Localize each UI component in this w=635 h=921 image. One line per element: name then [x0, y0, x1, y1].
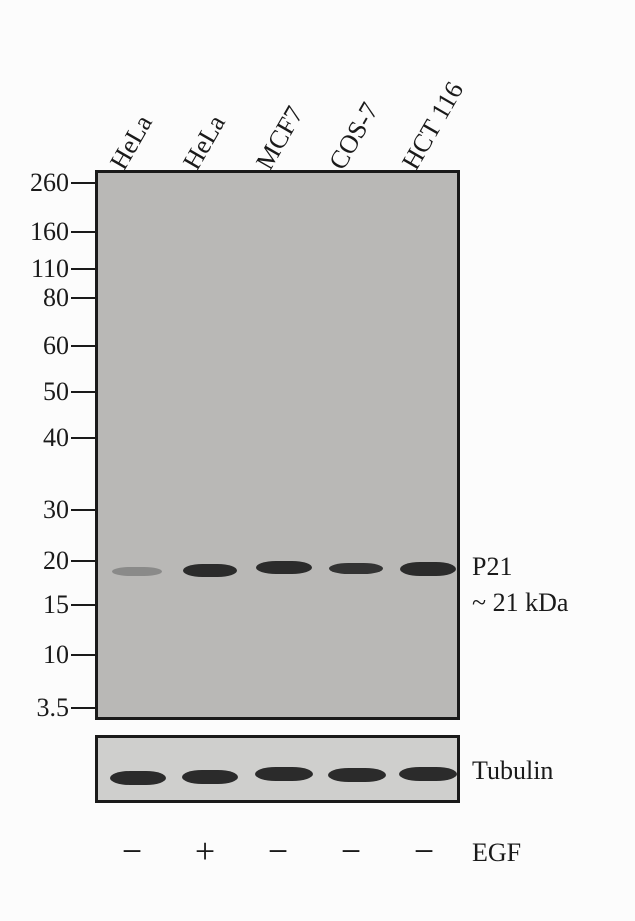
tubulin-blot-panel: [95, 735, 460, 803]
mw-value: 10: [43, 640, 69, 669]
mw-10: 10: [43, 640, 95, 670]
loading-control-label: Tubulin: [472, 756, 553, 786]
mw-80: 80: [43, 283, 95, 313]
mw-value: 110: [31, 254, 69, 283]
mw-value: 40: [43, 423, 69, 452]
mw-40: 40: [43, 423, 95, 453]
egf-sign-lane1: −: [112, 830, 152, 872]
mw-260: 260: [30, 168, 95, 198]
treatment-row: − + − − −: [0, 830, 635, 880]
tubulin-band-lane1: [110, 771, 166, 785]
p21-band-lane1: [112, 567, 162, 576]
mw-15: 15: [43, 590, 95, 620]
lane-label-1: HeLa: [104, 110, 159, 175]
p21-band-lane5: [400, 562, 456, 576]
egf-sign-lane3: −: [258, 830, 298, 872]
mw-value: 15: [43, 590, 69, 619]
main-blot-panel: [95, 170, 460, 720]
protein-label: P21: [472, 552, 512, 582]
p21-band-lane2: [183, 564, 237, 577]
tubulin-band-lane4: [328, 768, 386, 782]
mw-110: 110: [31, 254, 95, 284]
western-blot-figure: HeLa HeLa MCF7 COS-7 HCT 116 260 160 110…: [0, 0, 635, 921]
p21-band-lane4: [329, 563, 383, 574]
mw-20: 20: [43, 546, 95, 576]
lane-label-3: MCF7: [250, 101, 310, 175]
mw-160: 160: [30, 217, 95, 247]
mw-30: 30: [43, 495, 95, 525]
p21-band-lane3: [256, 561, 312, 574]
egf-sign-lane2: +: [185, 830, 225, 872]
tubulin-band-lane3: [255, 767, 313, 781]
mw-value: 260: [30, 168, 69, 197]
egf-sign-lane5: −: [404, 830, 444, 872]
mw-60: 60: [43, 331, 95, 361]
lane-label-5: HCT 116: [396, 77, 470, 175]
egf-sign-lane4: −: [331, 830, 371, 872]
mw-3-5: 3.5: [37, 693, 96, 723]
mw-value: 20: [43, 546, 69, 575]
mw-value: 30: [43, 495, 69, 524]
tubulin-band-lane2: [182, 770, 238, 784]
mw-value: 60: [43, 331, 69, 360]
protein-mw-label: ~ 21 kDa: [472, 588, 568, 618]
tubulin-band-lane5: [399, 767, 457, 781]
lane-label-2: HeLa: [177, 110, 232, 175]
treatment-label: EGF: [472, 838, 521, 868]
lane-labels-group: HeLa HeLa MCF7 COS-7 HCT 116: [0, 0, 635, 170]
mw-50: 50: [43, 377, 95, 407]
lane-label-4: COS-7: [323, 97, 385, 175]
mw-value: 160: [30, 217, 69, 246]
mw-value: 3.5: [37, 693, 70, 722]
mw-value: 50: [43, 377, 69, 406]
mw-value: 80: [43, 283, 69, 312]
